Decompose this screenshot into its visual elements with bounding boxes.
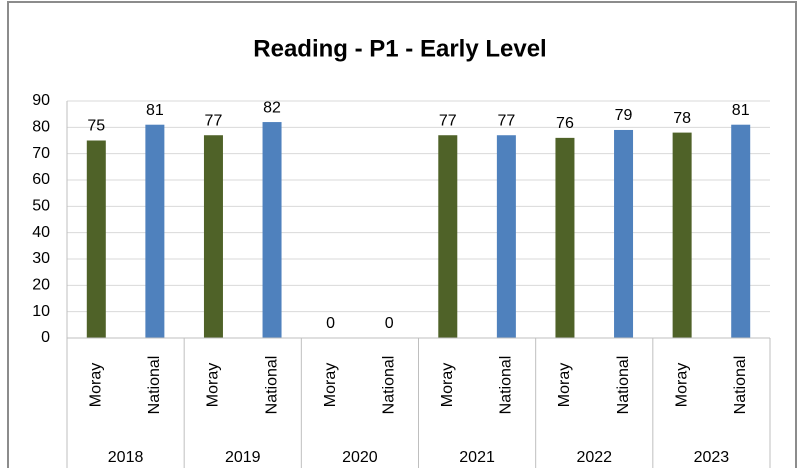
bar bbox=[672, 132, 692, 338]
x-group-label: 2023 bbox=[694, 449, 730, 466]
bar bbox=[86, 140, 106, 338]
x-sub-label: National bbox=[498, 356, 515, 415]
data-label: 77 bbox=[205, 112, 223, 129]
data-label: 81 bbox=[732, 102, 750, 119]
x-sub-label: Moray bbox=[205, 363, 222, 407]
data-label: 76 bbox=[556, 115, 574, 132]
data-label: 78 bbox=[673, 110, 691, 127]
data-label: 79 bbox=[615, 107, 633, 124]
y-tick-label: 60 bbox=[32, 171, 50, 188]
data-label: 81 bbox=[146, 102, 164, 119]
x-sub-label: National bbox=[380, 356, 397, 415]
data-label: 77 bbox=[497, 112, 515, 129]
y-tick-label: 50 bbox=[32, 198, 50, 215]
chart-frame bbox=[7, 1, 797, 468]
x-sub-label: National bbox=[732, 356, 749, 415]
data-label: 0 bbox=[326, 315, 335, 332]
y-tick-label: 90 bbox=[32, 92, 50, 109]
data-label: 77 bbox=[439, 112, 457, 129]
y-tick-label: 30 bbox=[32, 250, 50, 267]
bar bbox=[496, 135, 516, 338]
y-tick-label: 10 bbox=[32, 303, 50, 320]
bar bbox=[145, 124, 165, 338]
y-tick-label: 20 bbox=[32, 277, 50, 294]
data-label: 0 bbox=[385, 315, 394, 332]
x-sub-label: Moray bbox=[322, 363, 339, 407]
y-tick-label: 0 bbox=[41, 329, 50, 346]
chart-title: Reading - P1 - Early Level bbox=[253, 35, 546, 62]
x-sub-label: National bbox=[615, 356, 632, 415]
x-sub-label: Moray bbox=[673, 363, 690, 407]
data-label: 82 bbox=[263, 99, 281, 116]
y-tick-label: 70 bbox=[32, 145, 50, 162]
data-label: 75 bbox=[87, 118, 105, 135]
bar bbox=[438, 135, 458, 338]
bar bbox=[262, 122, 282, 338]
x-sub-label: Moray bbox=[439, 363, 456, 407]
x-group-label: 2020 bbox=[342, 449, 378, 466]
x-group-label: 2021 bbox=[459, 449, 495, 466]
x-sub-label: National bbox=[263, 356, 280, 415]
y-tick-label: 40 bbox=[32, 224, 50, 241]
bar bbox=[203, 135, 223, 338]
x-group-label: 2018 bbox=[108, 449, 144, 466]
x-group-label: 2019 bbox=[225, 449, 261, 466]
x-sub-label: Moray bbox=[556, 363, 573, 407]
bar bbox=[555, 137, 575, 338]
x-group-label: 2022 bbox=[576, 449, 612, 466]
bar bbox=[614, 129, 634, 338]
y-tick-label: 80 bbox=[32, 119, 50, 136]
x-sub-label: National bbox=[146, 356, 163, 415]
x-sub-label: Moray bbox=[88, 363, 105, 407]
bar bbox=[731, 124, 751, 338]
